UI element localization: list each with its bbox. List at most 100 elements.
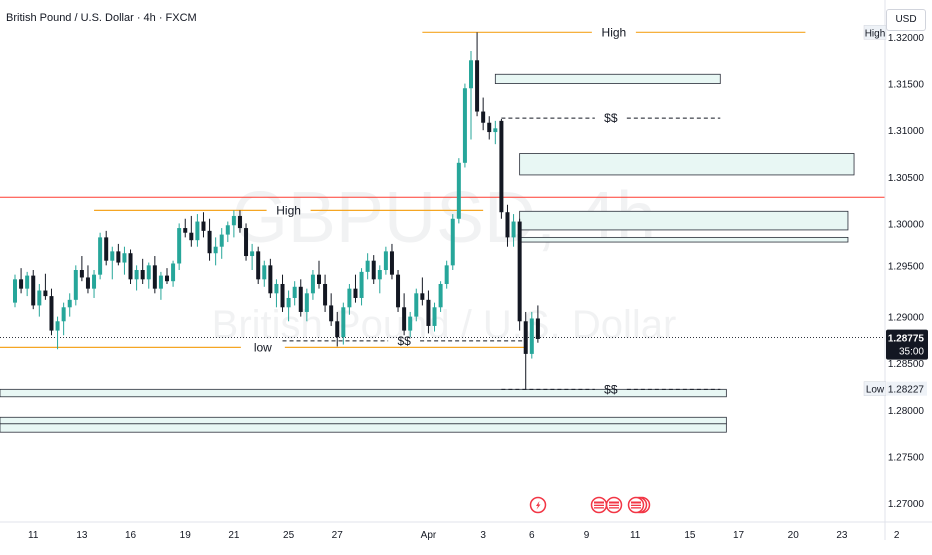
candle-body-bear [43, 290, 48, 297]
candle-body-bull [225, 225, 230, 235]
candle-body-bear [389, 251, 394, 275]
event-flag-icon[interactable] [590, 496, 608, 514]
time-tick-label: 19 [180, 530, 192, 541]
time-tick-label: 25 [283, 530, 295, 541]
time-tick-label: 9 [584, 530, 590, 541]
event-flag-stack-icon[interactable] [627, 496, 651, 514]
candle-body-bear [152, 265, 157, 289]
candle-body-bear [104, 237, 109, 261]
candle-body-bear [85, 277, 90, 289]
level-label-high: High [276, 203, 301, 217]
candle-body-bear [298, 286, 303, 312]
time-tick-label: 3 [480, 530, 486, 541]
candle-body-bull [25, 275, 30, 289]
time-tick-label: 21 [228, 530, 240, 541]
low-price-box [887, 381, 927, 396]
level-label-liquidity: $$ [604, 111, 618, 125]
candle-body-bear [499, 120, 504, 213]
candle-body-bull [92, 274, 97, 289]
time-tick-label: 11 [28, 530, 39, 541]
candle-body-bear [280, 283, 285, 308]
candle-body-bull [383, 251, 388, 271]
time-axis[interactable]: 11 13 16 19 21 25 27 Apr 3 6 9 11 15 17 20 23 2 [0, 521, 932, 541]
candle-body-bull [134, 270, 139, 280]
price-tick-label: 1.29000 [888, 313, 925, 324]
candle-body-bear [116, 251, 121, 263]
candle-body-bull [122, 253, 127, 263]
currency-selector[interactable]: USD [886, 9, 926, 31]
candle-body-bear [323, 283, 328, 306]
candle-body-bear [19, 279, 24, 289]
candle-body-bull [195, 221, 200, 241]
zone-rectangle [0, 388, 727, 398]
current-price-tag [886, 329, 928, 360]
candle-body-bear [481, 111, 486, 123]
price-tick-label: 1.31000 [888, 126, 925, 137]
candle-body-bear [335, 321, 340, 338]
time-tick-label: 13 [76, 530, 88, 541]
candle-body-bull [408, 316, 413, 331]
candle-body-bear [353, 288, 358, 298]
candle-body-bear [317, 274, 321, 284]
zone-rectangle [519, 236, 849, 243]
candle-body-bull [213, 246, 218, 254]
candle-body-bear [49, 296, 54, 331]
candlesticks [13, 32, 540, 390]
time-tick-label: 23 [836, 530, 848, 541]
time-tick-label: 17 [733, 530, 745, 541]
candle-body-bull [359, 271, 364, 298]
price-tick-label: 1.29500 [888, 261, 925, 272]
candle-body-bull [365, 260, 370, 272]
candle-body-bull [414, 293, 419, 317]
zone-rectangle [0, 423, 727, 433]
watermark-description: British Pound / U.S. Dollar [212, 303, 677, 347]
candle-body-bull [177, 228, 182, 264]
candle-body-bear [426, 299, 431, 326]
candle-body-bear [487, 122, 492, 133]
candle-body-bull [61, 307, 66, 322]
candle-body-bull [98, 237, 103, 275]
candle-body-bull [347, 288, 352, 308]
economic-events[interactable] [529, 496, 651, 514]
current-price-label: 1.28775 [888, 334, 925, 345]
candle-body-bear [140, 270, 145, 280]
candle-body-bear [517, 221, 522, 322]
price-axis[interactable]: 1.270001.275001.280001.282501.285001.290… [884, 0, 925, 540]
candle-body-bull [250, 251, 255, 257]
candle-body-bear [183, 228, 188, 233]
zone-rectangle [519, 210, 849, 231]
time-tick-label: 27 [332, 530, 344, 541]
price-tick-label: 1.30000 [888, 219, 925, 230]
candle-body-bear [396, 274, 401, 308]
zone-rectangle [519, 153, 855, 176]
candle-body-bear [505, 212, 510, 238]
candle-body-bull [304, 293, 309, 312]
candle-body-bear [402, 307, 407, 331]
candle-body-bull [158, 275, 163, 289]
candle-body-bull [219, 234, 224, 247]
low-price-label: 1.28227 [888, 385, 925, 396]
candle-body-bull [444, 265, 449, 284]
candle-body-bull [286, 297, 291, 308]
time-tick-label: Apr [421, 530, 437, 541]
price-tick-label: 1.31500 [888, 80, 925, 91]
level-lines: High High low $$ $$ $$ [0, 25, 885, 396]
candle-body-bull [231, 215, 236, 226]
high-marker-box [863, 25, 887, 40]
event-flag-icon[interactable] [605, 496, 623, 514]
axis-markers: High Low 1.28227 1.28775 35:00 [863, 25, 928, 396]
candle-body-bull [469, 60, 473, 89]
low-marker-label: Low [866, 385, 885, 396]
candle-body-bull [37, 290, 42, 306]
level-label-liquidity: $$ [397, 334, 411, 348]
event-flash-icon[interactable] [529, 496, 547, 514]
time-tick-label: 16 [125, 530, 137, 541]
price-tick-label: 1.30500 [888, 173, 925, 184]
high-marker-label: High [865, 28, 886, 39]
zone-rectangle [0, 416, 727, 425]
candle-body-bear [475, 60, 480, 112]
candle-body-bear [523, 321, 528, 354]
time-tick-label: 2 [894, 530, 900, 541]
